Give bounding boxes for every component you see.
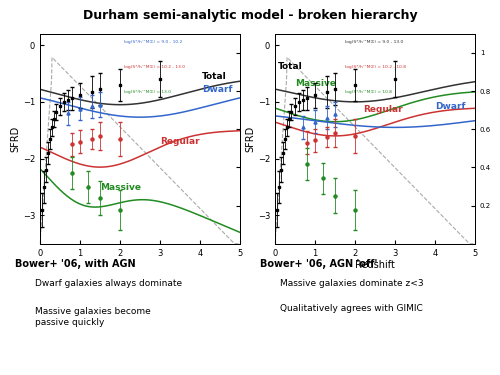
Text: Regular: Regular bbox=[160, 137, 200, 146]
Text: log(S*/h⁻¹M☉) = 13.0: log(S*/h⁻¹M☉) = 13.0 bbox=[124, 90, 171, 94]
Text: Massive: Massive bbox=[295, 79, 336, 88]
Text: Bower+ '06, with AGN: Bower+ '06, with AGN bbox=[15, 259, 136, 269]
Text: log(S*/h⁻¹M☉) = 10.2 - 10.8: log(S*/h⁻¹M☉) = 10.2 - 10.8 bbox=[345, 65, 406, 69]
X-axis label: Redshift: Redshift bbox=[355, 260, 395, 270]
Y-axis label: SFRD: SFRD bbox=[10, 126, 20, 152]
Text: Qualitatively agrees with GIMIC: Qualitatively agrees with GIMIC bbox=[280, 304, 423, 313]
Text: Dwarf galaxies always dominate: Dwarf galaxies always dominate bbox=[35, 279, 182, 288]
Text: Massive galaxies dominate z<3: Massive galaxies dominate z<3 bbox=[280, 279, 424, 288]
Text: Dwarf: Dwarf bbox=[202, 85, 232, 94]
Text: Massive galaxies become
passive quickly: Massive galaxies become passive quickly bbox=[35, 308, 151, 327]
Text: log(S*/h⁻¹M☉) = 10.2 - 13.0: log(S*/h⁻¹M☉) = 10.2 - 13.0 bbox=[124, 65, 185, 69]
Text: log(S*/h⁻¹M☉) = 9.0 - 10.2: log(S*/h⁻¹M☉) = 9.0 - 10.2 bbox=[124, 40, 182, 44]
Text: log(S*/h⁻¹M☉) = 10.8: log(S*/h⁻¹M☉) = 10.8 bbox=[345, 90, 392, 94]
Y-axis label: SFRD: SFRD bbox=[245, 126, 255, 152]
Text: Dwarf: Dwarf bbox=[435, 102, 466, 111]
Text: log(S*/h⁻¹M☉) = 9.0 - 13.0: log(S*/h⁻¹M☉) = 9.0 - 13.0 bbox=[345, 40, 403, 44]
Text: Regular: Regular bbox=[363, 105, 403, 114]
Text: Bower+ '06, AGN 'off': Bower+ '06, AGN 'off' bbox=[260, 259, 378, 269]
Text: Total: Total bbox=[202, 72, 227, 81]
Text: Durham semi-analytic model - broken hierarchy: Durham semi-analytic model - broken hier… bbox=[82, 9, 417, 22]
Text: Massive: Massive bbox=[100, 183, 141, 192]
Text: Total: Total bbox=[278, 62, 303, 71]
